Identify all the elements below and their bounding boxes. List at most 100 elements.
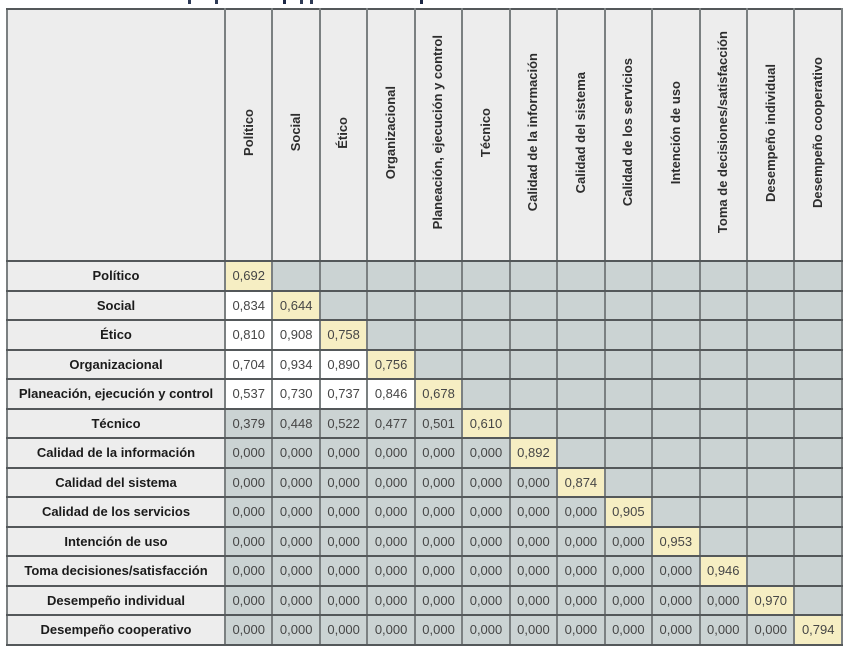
matrix-cell: 0,834 — [223, 289, 274, 321]
row-label: Toma decisiones/satisfacción — [6, 555, 226, 587]
matrix-cell: 0,000 — [413, 525, 464, 557]
matrix-cell: 0,000 — [651, 584, 701, 616]
matrix-cell: 0,000 — [366, 496, 416, 528]
column-header-label: Social — [288, 113, 304, 152]
column-header-1: Social — [271, 8, 321, 262]
empty-cell — [603, 407, 654, 439]
column-header-label: Calidad de los servicios — [620, 58, 636, 207]
matrix-header: Político Social Ético Organizacional Planeac… — [6, 8, 843, 262]
corner-cell — [6, 8, 226, 262]
empty-cell — [461, 260, 511, 292]
row-label: Político — [6, 260, 226, 292]
table-row-4: Planeación, ejecución y control 0,537 0,73… — [6, 378, 843, 410]
row-label: Desempeño individual — [6, 584, 226, 616]
empty-cell — [745, 466, 796, 498]
empty-cell — [508, 378, 559, 410]
empty-cell — [745, 260, 796, 292]
empty-cell — [508, 319, 559, 351]
empty-cell — [745, 437, 796, 469]
matrix-cell: 0,000 — [366, 525, 416, 557]
matrix-cell: 0,379 — [223, 407, 274, 439]
empty-cell — [318, 260, 369, 292]
empty-cell — [793, 348, 843, 380]
table-row-5: Técnico 0,379 0,448 0,522 0,477 0,501 0,610 — [6, 407, 843, 439]
matrix-cell: 0,000 — [318, 555, 369, 587]
diagonal-cell: 0,692 — [223, 260, 274, 292]
empty-cell — [745, 319, 796, 351]
empty-cell — [556, 289, 606, 321]
matrix-cell: 0,000 — [698, 614, 748, 646]
table-row-8: Calidad de los servicios 0,000 0,000 0,000 0… — [6, 496, 843, 528]
empty-cell — [793, 525, 843, 557]
column-header-label: Planeación, ejecución y control — [430, 35, 446, 230]
matrix-cell: 0,908 — [271, 319, 321, 351]
column-header-8: Calidad de los servicios — [603, 8, 654, 262]
empty-cell — [651, 437, 701, 469]
column-header-5: Técnico — [461, 8, 511, 262]
matrix-cell: 0,000 — [651, 555, 701, 587]
empty-cell — [698, 466, 748, 498]
row-label: Planeación, ejecución y control — [6, 378, 226, 410]
row-label: Social — [6, 289, 226, 321]
table-row-0: Político 0,692 — [6, 260, 843, 292]
matrix-cell: 0,000 — [271, 466, 321, 498]
column-header-label: Calidad del sistema — [572, 71, 588, 194]
matrix-cell: 0,000 — [461, 584, 511, 616]
matrix-cell: 0,000 — [318, 614, 369, 646]
column-header-2: Ético — [318, 8, 369, 262]
matrix-cell: 0,000 — [318, 525, 369, 557]
matrix-cell: 0,846 — [366, 378, 416, 410]
empty-cell — [366, 289, 416, 321]
table-row-12: Desempeño cooperativo 0,000 0,000 0,000 0,00… — [6, 614, 843, 646]
matrix-cell: 0,000 — [651, 614, 701, 646]
diagonal-cell: 0,946 — [698, 555, 748, 587]
matrix-cell: 0,000 — [461, 555, 511, 587]
column-header-label: Técnico — [477, 107, 493, 158]
empty-cell — [556, 437, 606, 469]
table-row-6: Calidad de la información 0,000 0,000 0,000… — [6, 437, 843, 469]
matrix-cell: 0,000 — [366, 555, 416, 587]
row-label: Calidad de la información — [6, 437, 226, 469]
empty-cell — [651, 348, 701, 380]
empty-cell — [698, 525, 748, 557]
matrix-cell: 0,000 — [318, 496, 369, 528]
matrix-cell: 0,000 — [223, 466, 274, 498]
matrix-cell: 0,000 — [461, 496, 511, 528]
empty-cell — [271, 260, 321, 292]
empty-cell — [793, 584, 843, 616]
column-header-label: Político — [240, 109, 256, 156]
matrix-cell: 0,000 — [366, 584, 416, 616]
empty-cell — [793, 555, 843, 587]
empty-cell — [698, 260, 748, 292]
table-row-10: Toma decisiones/satisfacción 0,000 0,000 0,… — [6, 555, 843, 587]
matrix-cell: 0,501 — [413, 407, 464, 439]
matrix-cell: 0,000 — [413, 584, 464, 616]
matrix-container: Político Social Ético Organizacional Planeac… — [6, 8, 843, 646]
matrix-cell: 0,000 — [745, 614, 796, 646]
column-header-label: Intención de uso — [667, 80, 683, 185]
column-header-label: Desempeño cooperativo — [810, 57, 826, 208]
column-header-6: Calidad de la información — [508, 8, 559, 262]
matrix-cell: 0,000 — [556, 525, 606, 557]
matrix-cell: 0,890 — [318, 348, 369, 380]
table-row-9: Intención de uso 0,000 0,000 0,000 0,000 0,00… — [6, 525, 843, 557]
matrix-cell: 0,000 — [508, 496, 559, 528]
row-label: Calidad del sistema — [6, 466, 226, 498]
matrix-cell: 0,000 — [223, 437, 274, 469]
empty-cell — [556, 378, 606, 410]
empty-cell — [698, 437, 748, 469]
matrix-cell: 0,000 — [366, 466, 416, 498]
empty-cell — [366, 260, 416, 292]
row-label: Organizacional — [6, 348, 226, 380]
empty-cell — [793, 407, 843, 439]
matrix-cell: 0,000 — [603, 525, 654, 557]
matrix-cell: 0,000 — [556, 584, 606, 616]
matrix-cell: 0,000 — [603, 555, 654, 587]
column-header-0: Político — [223, 8, 274, 262]
matrix-cell: 0,000 — [271, 437, 321, 469]
matrix-cell: 0,810 — [223, 319, 274, 351]
matrix-cell: 0,537 — [223, 378, 274, 410]
empty-cell — [651, 289, 701, 321]
matrix-cell: 0,000 — [508, 525, 559, 557]
